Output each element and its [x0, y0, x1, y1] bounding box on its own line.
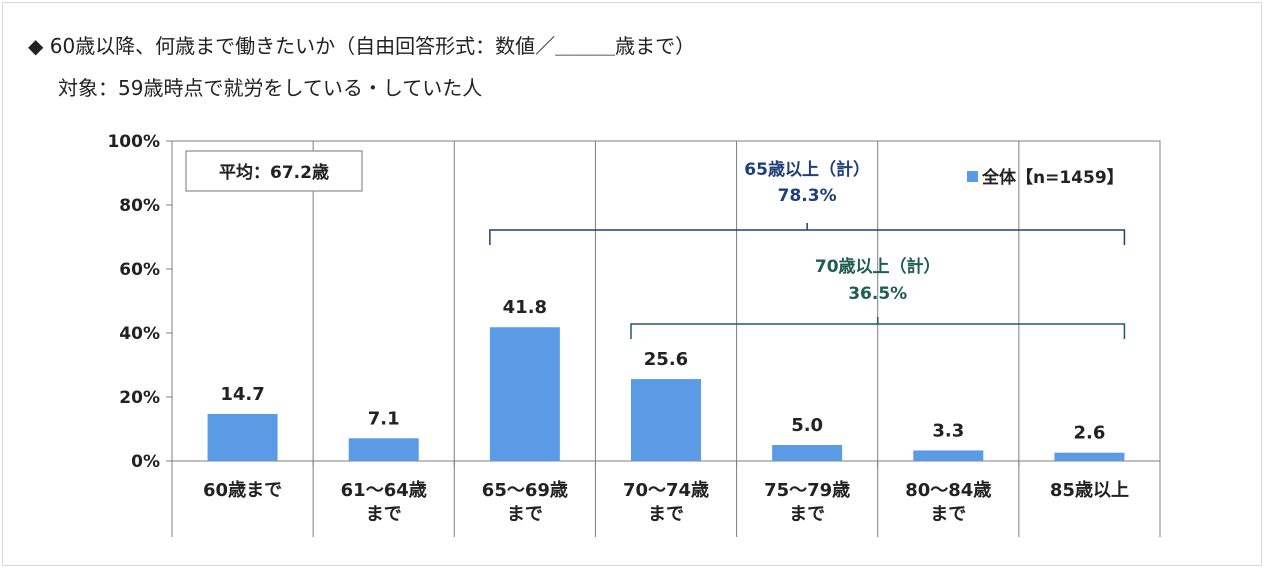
- data-label: 25.6: [644, 349, 688, 370]
- bar: [207, 413, 278, 461]
- y-tick-label: 0%: [131, 452, 160, 472]
- data-label: 14.7: [220, 384, 264, 405]
- bracket-70-value: 36.5%: [848, 284, 907, 304]
- x-tick-label: 85歳以上: [1050, 480, 1129, 501]
- bar: [1054, 452, 1125, 461]
- bar: [913, 450, 984, 461]
- grid-layer: [171, 140, 1161, 537]
- annotation-layer: 平均：67.2歳 全体【n=1459】 65歳以上（計） 78.3% 70歳以上（計） 3…: [185, 150, 1126, 339]
- data-label: 2.6: [1073, 423, 1105, 444]
- legend-label: 全体【n=1459】: [981, 167, 1124, 188]
- y-tick-label: 40%: [119, 324, 160, 344]
- chart-subtitle: 対象：59歳時点で就労をしている・していた人: [58, 76, 483, 100]
- x-tick-label: まで: [789, 504, 825, 525]
- x-tick-label: 70～74歳: [623, 480, 709, 501]
- bar: [631, 379, 701, 461]
- labels-layer: 14.760歳まで7.161～64歳まで41.865～69歳まで25.670～7…: [203, 297, 1129, 525]
- bracket-65-bracket: [489, 229, 1126, 245]
- y-tick-label: 100%: [107, 132, 160, 152]
- x-tick-label: 80～84歳: [905, 480, 991, 501]
- x-tick-label: 60歳まで: [203, 480, 282, 501]
- data-label: 5.0: [791, 415, 823, 436]
- axis-layer: 0% 20% 40% 60% 80% 100%: [107, 132, 1161, 472]
- y-tick-label: 60%: [119, 260, 160, 280]
- bracket-65-label: 65歳以上（計）: [744, 159, 870, 180]
- y-tick-label: 20%: [119, 388, 160, 408]
- bar: [489, 327, 560, 461]
- bar: [772, 445, 843, 461]
- data-label: 7.1: [368, 408, 400, 429]
- x-tick-label: 65～69歳: [482, 480, 568, 501]
- x-tick-label: まで: [648, 504, 684, 525]
- bars-layer: [207, 327, 1125, 461]
- x-tick-label: まで: [366, 504, 402, 525]
- x-tick-label: 61～64歳: [341, 480, 427, 501]
- bracket-65-value: 78.3%: [778, 186, 837, 206]
- data-label: 3.3: [932, 420, 964, 441]
- y-tick-label: 80%: [119, 196, 160, 216]
- x-tick-label: 75～79歳: [764, 480, 850, 501]
- bracket-70-label: 70歳以上（計）: [815, 256, 941, 277]
- x-tick-label: まで: [507, 504, 543, 525]
- bar: [348, 438, 419, 461]
- legend-swatch: [967, 171, 978, 182]
- chart-title: ◆ 60歳以降、何歳まで働きたいか（自由回答形式：数値／＿＿＿歳まで）: [28, 34, 696, 58]
- average-box: [185, 150, 363, 192]
- average-label: 平均：67.2歳: [219, 162, 329, 183]
- data-label: 41.8: [503, 297, 547, 318]
- x-tick-label: まで: [930, 504, 966, 525]
